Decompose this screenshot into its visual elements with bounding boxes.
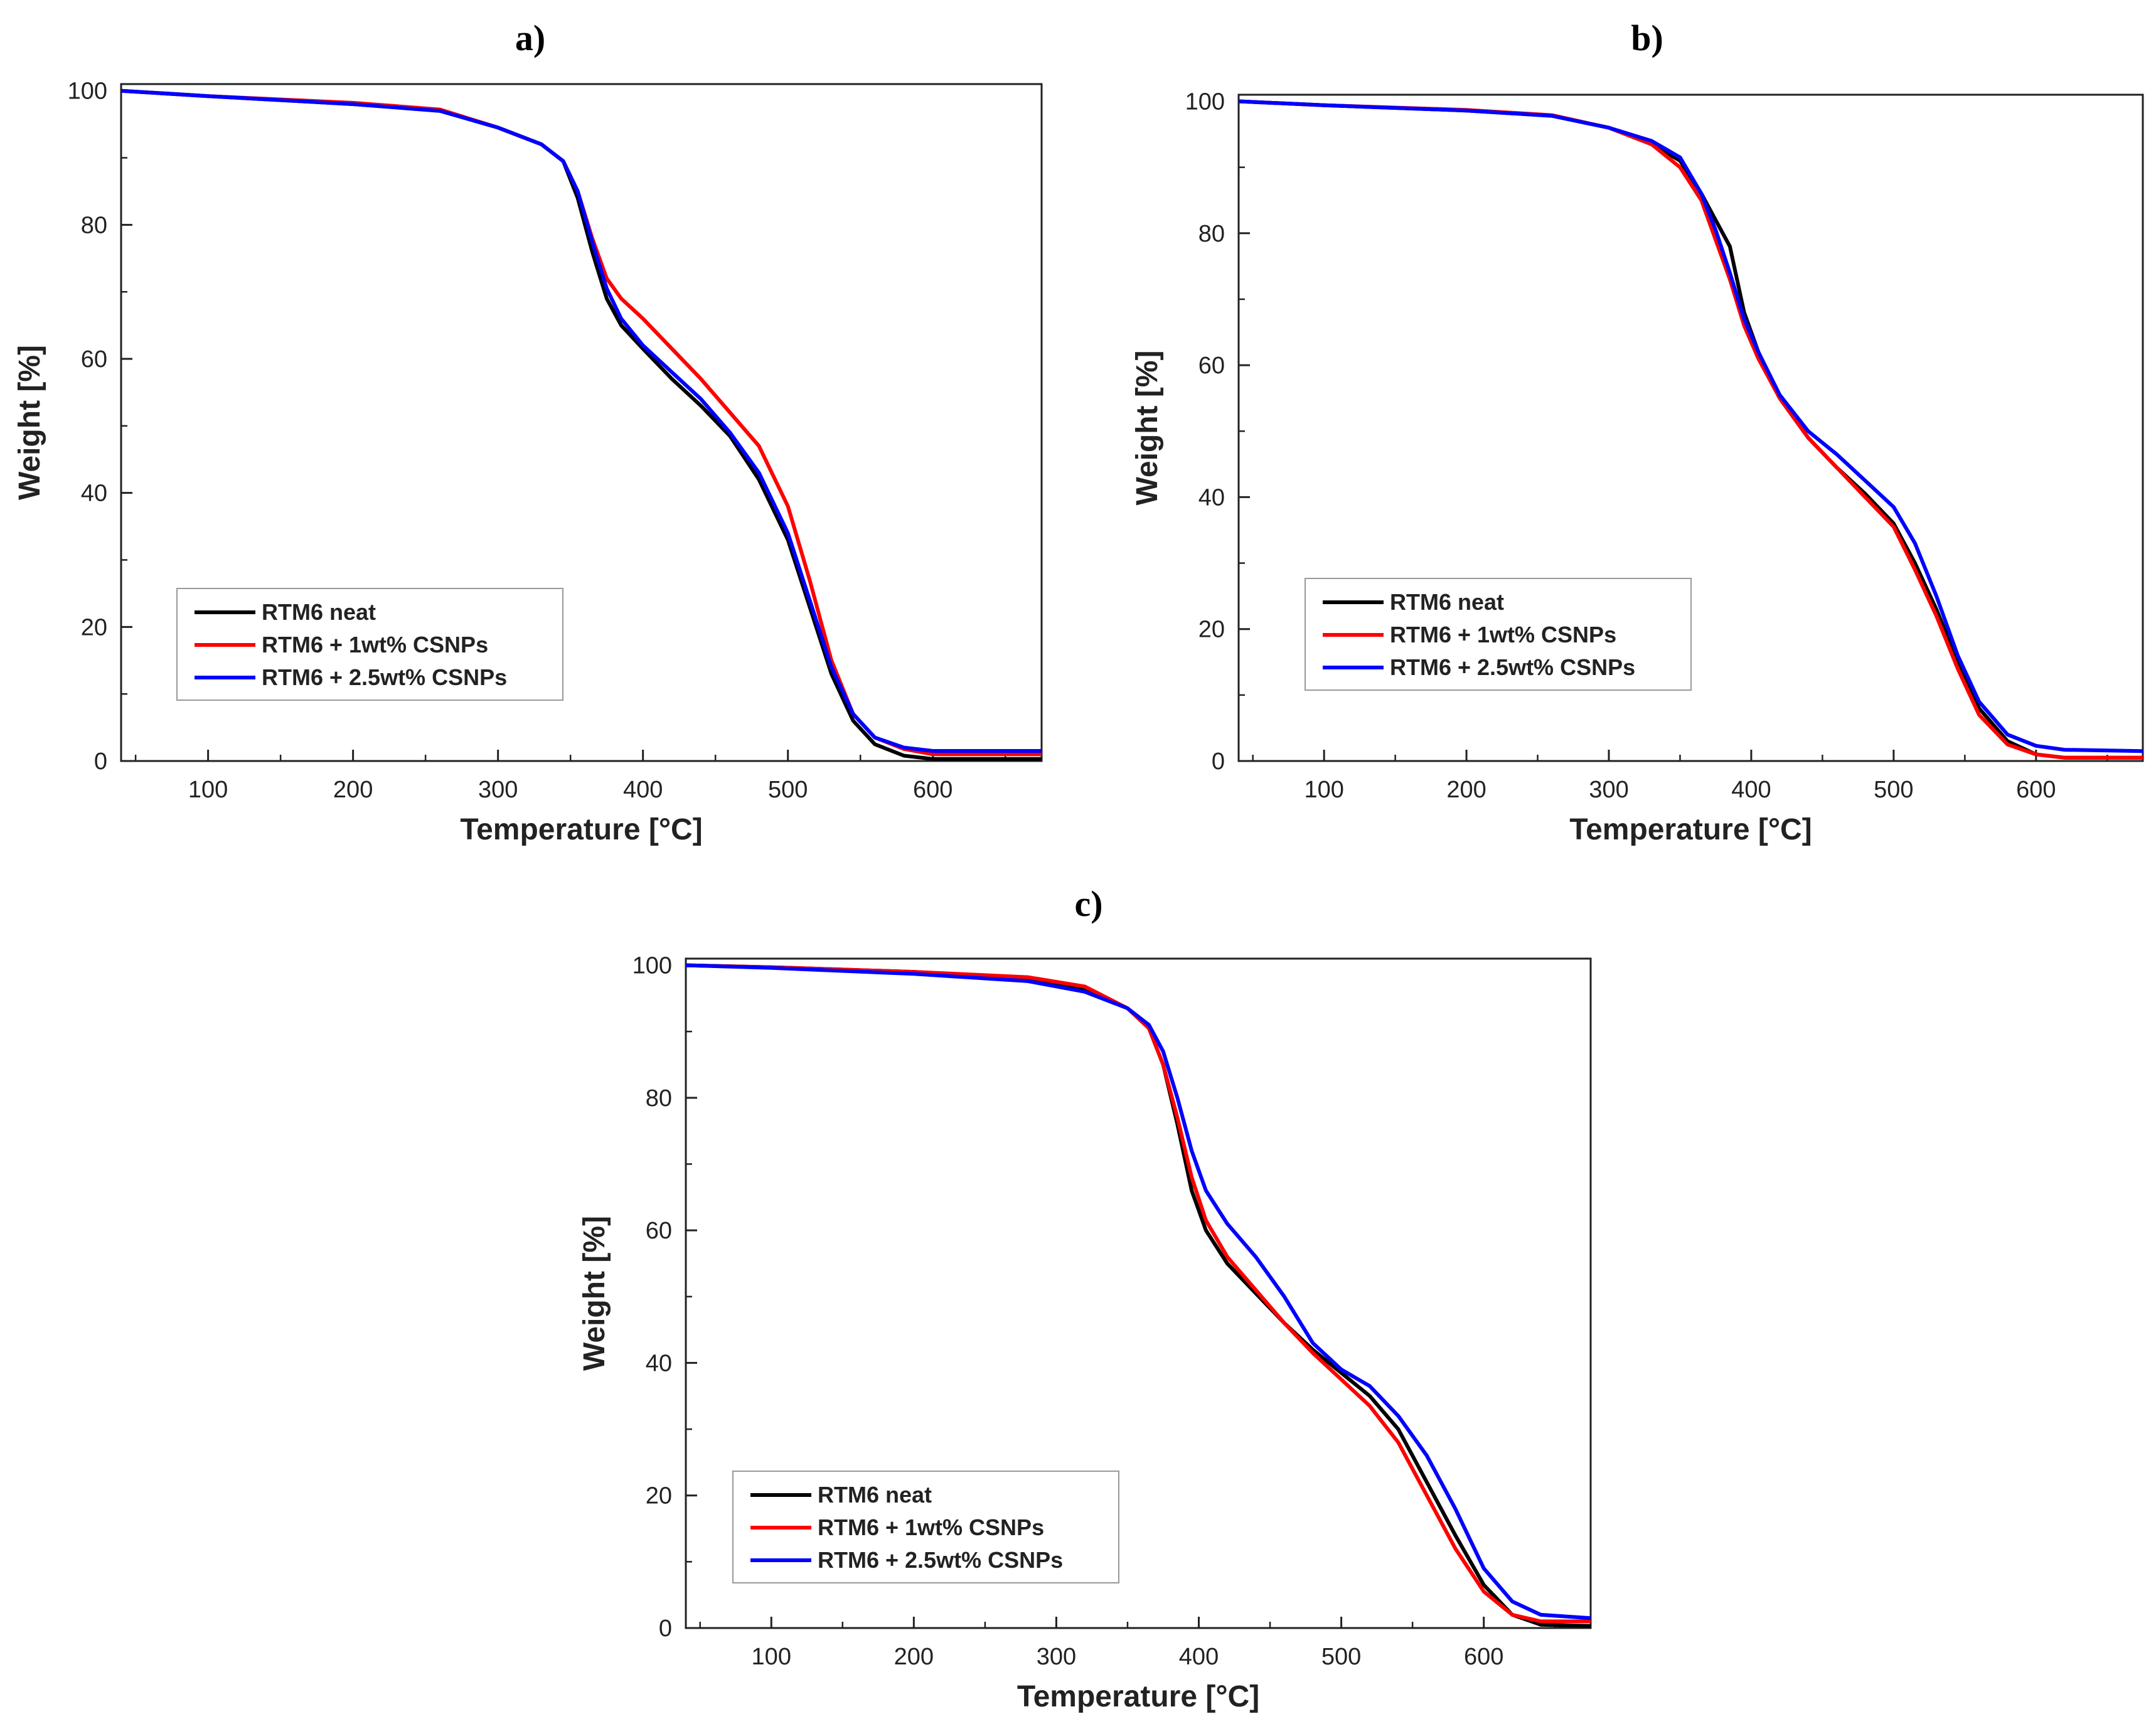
series-line-2 [1239, 99, 2143, 753]
y-tick-label: 20 [1198, 617, 1225, 643]
plot-frame [1237, 93, 2144, 762]
y-axis-label: Weight [%] [13, 345, 46, 500]
x-tick-label: 300 [478, 777, 518, 803]
y-tick-label: 60 [646, 1218, 672, 1244]
x-tick-label: 500 [1874, 777, 1913, 803]
x-tick-label: 300 [1589, 777, 1628, 803]
x-tick-label: 300 [1037, 1644, 1076, 1670]
x-tick-label: 400 [1179, 1644, 1219, 1670]
y-axis-label: Weight [%] [1131, 350, 1164, 505]
series-line-1 [686, 963, 1591, 1624]
x-tick-label: 100 [188, 777, 228, 803]
y-tick-label: 60 [81, 346, 107, 373]
plot-frame [120, 83, 1043, 762]
y-tick-label: 40 [81, 481, 107, 507]
series-line-2 [686, 963, 1591, 1620]
x-tick-label: 100 [752, 1644, 791, 1670]
plot-frame [685, 957, 1592, 1629]
panel-title: b) [1631, 18, 1663, 58]
x-tick-label: 400 [623, 777, 663, 803]
panel-title: a) [515, 18, 545, 58]
y-tick-label: 60 [1198, 353, 1225, 379]
y-tick-label: 0 [659, 1615, 672, 1642]
x-tick-label: 600 [1464, 1644, 1503, 1670]
x-tick-label: 500 [768, 777, 808, 803]
y-tick-label: 80 [646, 1085, 672, 1112]
y-tick-label: 0 [94, 748, 107, 775]
legend-label-0: RTM6 neat [1390, 589, 1504, 615]
panel-title: c) [1074, 883, 1102, 924]
y-axis-label: Weight [%] [578, 1216, 611, 1371]
y-tick-label: 100 [1185, 89, 1225, 115]
x-tick-label: 500 [1321, 1644, 1361, 1670]
x-tick-label: 400 [1731, 777, 1771, 803]
y-tick-label: 20 [646, 1483, 672, 1509]
legend-label-1: RTM6 + 1wt% CSNPs [1390, 622, 1616, 647]
y-tick-label: 40 [1198, 484, 1225, 511]
x-tick-label: 100 [1304, 777, 1343, 803]
x-axis-label: Temperature [°C] [460, 813, 702, 846]
y-tick-label: 80 [81, 212, 107, 238]
legend-label-2: RTM6 + 2.5wt% CSNPs [262, 664, 507, 690]
series-line-2 [121, 88, 1042, 753]
legend-label-0: RTM6 neat [262, 599, 376, 625]
x-tick-label: 600 [913, 777, 953, 803]
y-tick-label: 100 [632, 953, 672, 979]
y-tick-label: 80 [1198, 221, 1225, 247]
legend-label-1: RTM6 + 1wt% CSNPs [818, 1514, 1044, 1540]
y-tick-label: 0 [1212, 748, 1225, 775]
x-axis-label: Temperature [°C] [1017, 1680, 1259, 1713]
chart-panel-c: c) 100 200 300 400 500 600 0 20 40 60 80 100 Tempera… [578, 883, 1592, 1713]
chart-panel-b: b) 100 200 300 400 500 600 0 20 40 60 80 100 Tempera… [1131, 18, 2144, 846]
legend-label-0: RTM6 neat [818, 1482, 932, 1508]
x-tick-label: 200 [894, 1644, 934, 1670]
chart-panel-a: a) 100 200 300 400 500 600 0 20 40 60 80 100 Tempera… [13, 18, 1043, 846]
legend-label-1: RTM6 + 1wt% CSNPs [262, 632, 488, 657]
y-tick-label: 40 [646, 1350, 672, 1376]
legend-label-2: RTM6 + 2.5wt% CSNPs [1390, 654, 1635, 680]
x-axis-label: Temperature [°C] [1569, 813, 1812, 846]
y-tick-label: 100 [68, 78, 107, 105]
x-tick-label: 600 [2016, 777, 2056, 803]
legend-label-2: RTM6 + 2.5wt% CSNPs [818, 1547, 1063, 1573]
x-tick-label: 200 [1446, 777, 1486, 803]
y-tick-label: 20 [81, 614, 107, 641]
x-tick-label: 200 [333, 777, 373, 803]
